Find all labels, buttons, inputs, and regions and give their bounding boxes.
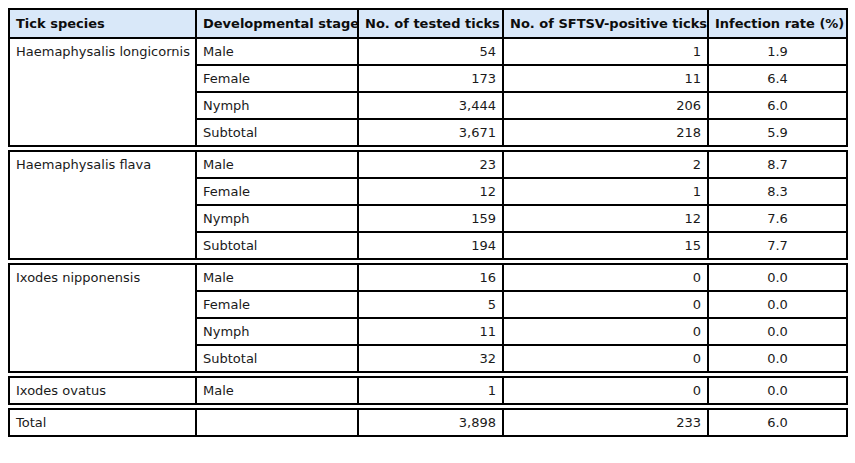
header-row: Tick species Developmental stage No. of …: [9, 9, 847, 38]
positive-cell: 233: [503, 409, 708, 436]
positive-cell: 2: [503, 151, 708, 178]
tested-cell: 54: [358, 38, 503, 65]
row-nipponensis-male: Ixodes nipponensis Male 16 0 0.0: [9, 264, 847, 291]
table-section-nipponensis: Ixodes nipponensis Male 16 0 0.0 Female …: [8, 263, 848, 373]
stage-cell: Male: [196, 38, 358, 65]
stage-cell: Male: [196, 264, 358, 291]
tick-infection-rate-table: Tick species Developmental stage No. of …: [0, 0, 855, 463]
positive-cell: 0: [503, 318, 708, 345]
stage-cell: Female: [196, 291, 358, 318]
row-total: Total 3,898 233 6.0: [9, 409, 847, 436]
table-section-flava: Haemaphysalis flava Male 23 2 8.7 Female…: [8, 150, 848, 260]
rate-cell: 5.9: [708, 119, 847, 146]
tested-cell: 3,898: [358, 409, 503, 436]
stage-cell: Subtotal: [196, 345, 358, 372]
stage-cell: Male: [196, 151, 358, 178]
rate-cell: 6.0: [708, 92, 847, 119]
positive-cell: 1: [503, 38, 708, 65]
species-cell: Ixodes ovatus: [9, 377, 196, 404]
total-label-cell: Total: [9, 409, 196, 436]
species-cell: Ixodes nipponensis: [9, 264, 196, 372]
table-section-total: Total 3,898 233 6.0: [8, 408, 848, 437]
species-cell: Haemaphysalis longicornis: [9, 38, 196, 146]
rate-cell: 7.7: [708, 232, 847, 259]
stage-cell: Female: [196, 178, 358, 205]
stage-cell: Nymph: [196, 205, 358, 232]
table-section-ovatus: Ixodes ovatus Male 1 0 0.0: [8, 376, 848, 405]
tested-cell: 11: [358, 318, 503, 345]
rate-cell: 0.0: [708, 264, 847, 291]
tested-cell: 5: [358, 291, 503, 318]
positive-cell: 206: [503, 92, 708, 119]
positive-cell: 0: [503, 291, 708, 318]
rate-cell: 0.0: [708, 318, 847, 345]
column-header-rate: Infection rate (%): [708, 9, 847, 38]
species-cell: Haemaphysalis flava: [9, 151, 196, 259]
tested-cell: 3,671: [358, 119, 503, 146]
positive-cell: 0: [503, 264, 708, 291]
stage-cell: Subtotal: [196, 119, 358, 146]
positive-cell: 0: [503, 345, 708, 372]
positive-cell: 15: [503, 232, 708, 259]
stage-cell: Nymph: [196, 92, 358, 119]
empty-stage-cell: [196, 409, 358, 436]
rate-cell: 6.4: [708, 65, 847, 92]
rate-cell: 0.0: [708, 291, 847, 318]
tested-cell: 23: [358, 151, 503, 178]
column-header-species: Tick species: [9, 9, 196, 38]
positive-cell: 0: [503, 377, 708, 404]
row-longicornis-male: Haemaphysalis longicornis Male 54 1 1.9: [9, 38, 847, 65]
column-header-stage: Developmental stage: [196, 9, 358, 38]
tested-cell: 159: [358, 205, 503, 232]
positive-cell: 12: [503, 205, 708, 232]
table-section-longicornis: Tick species Developmental stage No. of …: [8, 8, 848, 147]
rate-cell: 8.3: [708, 178, 847, 205]
rate-cell: 8.7: [708, 151, 847, 178]
rate-cell: 7.6: [708, 205, 847, 232]
rate-cell: 0.0: [708, 377, 847, 404]
rate-cell: 1.9: [708, 38, 847, 65]
tested-cell: 32: [358, 345, 503, 372]
tested-cell: 194: [358, 232, 503, 259]
stage-cell: Nymph: [196, 318, 358, 345]
tested-cell: 1: [358, 377, 503, 404]
positive-cell: 218: [503, 119, 708, 146]
row-flava-male: Haemaphysalis flava Male 23 2 8.7: [9, 151, 847, 178]
stage-cell: Male: [196, 377, 358, 404]
rate-cell: 0.0: [708, 345, 847, 372]
tested-cell: 173: [358, 65, 503, 92]
tested-cell: 12: [358, 178, 503, 205]
stage-cell: Female: [196, 65, 358, 92]
column-header-tested: No. of tested ticks: [358, 9, 503, 38]
tested-cell: 16: [358, 264, 503, 291]
row-ovatus-male: Ixodes ovatus Male 1 0 0.0: [9, 377, 847, 404]
positive-cell: 11: [503, 65, 708, 92]
stage-cell: Subtotal: [196, 232, 358, 259]
rate-cell: 6.0: [708, 409, 847, 436]
tested-cell: 3,444: [358, 92, 503, 119]
column-header-positive: No. of SFTSV-positive ticks: [503, 9, 708, 38]
positive-cell: 1: [503, 178, 708, 205]
